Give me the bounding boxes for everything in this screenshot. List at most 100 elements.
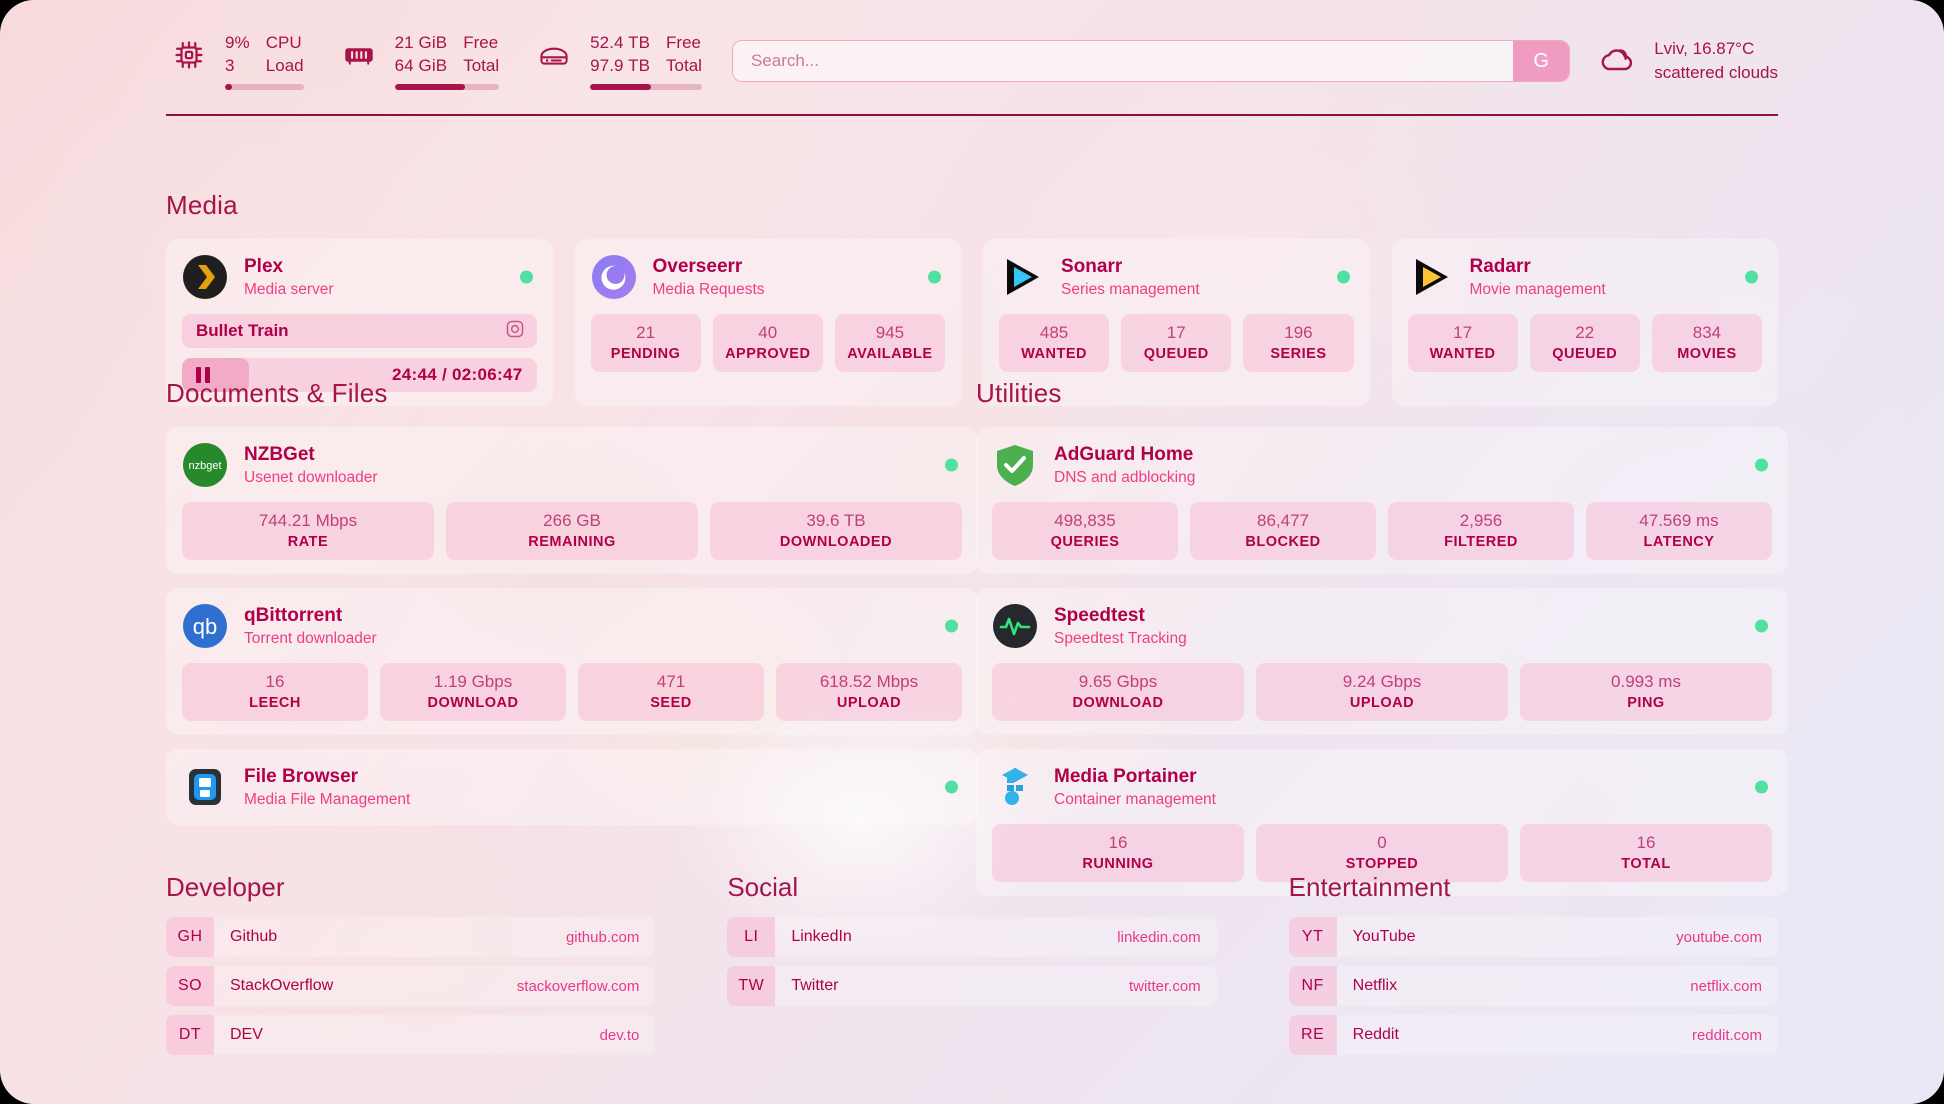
documents-section: Documents & Files nzbget NZBGet Usenet dow…: [166, 378, 978, 825]
stat-tile[interactable]: 0 STOPPED: [1256, 824, 1508, 882]
stat-label: TOTAL: [1621, 856, 1671, 872]
stat-tile[interactable]: 945 AVAILABLE: [834, 314, 946, 372]
memory-icon: [336, 32, 382, 78]
stat-tile[interactable]: 9.24 Gbps UPLOAD: [1256, 663, 1508, 721]
weather-widget[interactable]: Lviv, 16.87°C scattered clouds: [1594, 38, 1778, 84]
stat-tile[interactable]: 744.21 Mbps RATE: [182, 502, 434, 560]
stat-tile[interactable]: 86,477 BLOCKED: [1190, 502, 1376, 560]
app-description: DNS and adblocking: [1054, 469, 1196, 486]
bookmark-url: twitter.com: [1128, 977, 1201, 995]
sonarr-icon: [999, 254, 1045, 300]
stat-tile[interactable]: 17 QUEUED: [1121, 314, 1232, 372]
bookmark-item[interactable]: LI LinkedIn linkedin.com: [727, 917, 1217, 957]
stat-value: 2,956: [1459, 511, 1503, 530]
stat-label: QUEUED: [1143, 346, 1209, 362]
utilities-card-speedtest[interactable]: Speedtest Speedtest Tracking 9.65 Gbps DOWN…: [976, 588, 1788, 735]
app-description: Media File Management: [244, 791, 411, 808]
stat-tiles: 485 WANTED 17 QUEUED 196 SERIES: [999, 314, 1354, 372]
app-description: Media server: [244, 281, 334, 298]
card-header: AdGuard Home DNS and adblocking: [992, 441, 1772, 489]
utilities-card-media-portainer[interactable]: Media Portainer Container management 16 RUN…: [976, 749, 1788, 896]
stat-value: 0.993 ms: [1611, 672, 1681, 691]
stat-value: 16: [1108, 833, 1128, 852]
stat-tile[interactable]: 40 APPROVED: [712, 314, 823, 372]
stat-label: APPROVED: [725, 346, 811, 362]
bookmark-item[interactable]: RE Reddit reddit.com: [1288, 1015, 1778, 1055]
stat-label: QUERIES: [1050, 534, 1120, 550]
media-card-plex[interactable]: Plex Media server Bullet Train 24:44 / 02:0…: [166, 239, 553, 406]
stat-tile[interactable]: 16 RUNNING: [992, 824, 1244, 882]
adguard-icon: [992, 442, 1038, 488]
stat-label: DOWNLOAD: [1072, 695, 1164, 711]
bookmark-item[interactable]: GH Github github.com: [166, 917, 656, 957]
stat-tile[interactable]: 2,956 FILTERED: [1388, 502, 1574, 560]
stat-label: QUEUED: [1552, 346, 1618, 362]
stat-tile[interactable]: 22 QUEUED: [1529, 314, 1640, 372]
bookmark-abbr: SO: [166, 966, 214, 1006]
stat-tile[interactable]: 266 GB REMAINING: [446, 502, 698, 560]
resource-label-1: Load: [265, 56, 304, 75]
stat-tile[interactable]: 485 WANTED: [999, 314, 1110, 372]
bookmark-item[interactable]: SO StackOverflow stackoverflow.com: [166, 966, 656, 1006]
resource-progress-fill: [225, 84, 233, 90]
stat-tile[interactable]: 47.569 ms LATENCY: [1586, 502, 1772, 560]
pause-icon[interactable]: [196, 367, 210, 383]
stat-tile[interactable]: 834 MOVIES: [1651, 314, 1763, 372]
stat-value: 834: [1692, 323, 1722, 342]
resource-values: 9% 3: [225, 32, 250, 77]
app-name: AdGuard Home: [1054, 444, 1194, 465]
now-playing-progress-fill: [182, 358, 250, 392]
bookmark-item[interactable]: YT YouTube youtube.com: [1288, 917, 1778, 957]
search-bar[interactable]: G: [731, 40, 1571, 82]
status-indicator-online: [1755, 619, 1768, 633]
documents-card-nzbget[interactable]: nzbget NZBGet Usenet downloader 744.21 Mbps…: [166, 427, 978, 574]
bookmark-url: netflix.com: [1690, 977, 1762, 995]
utilities-section-title: Utilities: [976, 378, 1062, 408]
stat-tile[interactable]: 16 LEECH: [182, 663, 368, 721]
stat-tile[interactable]: 0.993 ms PING: [1520, 663, 1772, 721]
media-card-radarr[interactable]: Radarr Movie management 17 WANTED 22 QUEUED 83…: [1391, 239, 1778, 406]
app-name: qBittorrent: [244, 605, 343, 626]
documents-card-file-browser[interactable]: File Browser Media File Management: [166, 749, 978, 825]
stat-tile[interactable]: 471 SEED: [578, 663, 764, 721]
documents-card-qbittorrent[interactable]: qb qBittorrent Torrent downloader 16 LEECH 1.…: [166, 588, 978, 735]
stat-label: DOWNLOAD: [427, 695, 519, 711]
stat-tile[interactable]: 1.19 Gbps DOWNLOAD: [380, 663, 566, 721]
now-playing-progress[interactable]: 24:44 / 02:06:47: [182, 358, 537, 392]
stat-tile[interactable]: 16 TOTAL: [1520, 824, 1772, 882]
stat-tile[interactable]: 498,835 QUERIES: [992, 502, 1178, 560]
search-input[interactable]: [732, 41, 1514, 81]
stat-label: LEECH: [249, 695, 301, 711]
stat-tile[interactable]: 196 SERIES: [1243, 314, 1354, 372]
bookmark-name: Reddit: [1352, 1026, 1399, 1043]
media-card-overseerr[interactable]: Overseerr Media Requests 21 PENDING 40 APPROV…: [574, 239, 961, 406]
stat-tiles: 744.21 Mbps RATE 266 GB REMAINING 39.6 TB DOW…: [182, 502, 962, 560]
stat-tile[interactable]: 39.6 TB DOWNLOADED: [710, 502, 962, 560]
bookmark-abbr: YT: [1288, 917, 1337, 957]
stat-label: REMAINING: [528, 534, 616, 550]
status-indicator-online: [1755, 780, 1768, 794]
search-submit-button[interactable]: G: [1513, 41, 1570, 81]
bookmark-url: linkedin.com: [1117, 928, 1201, 946]
nzbget-icon: nzbget: [182, 442, 228, 488]
bookmark-url: github.com: [565, 928, 640, 946]
stat-value: 40: [758, 323, 778, 342]
stat-value: 86,477: [1257, 511, 1309, 530]
stat-label: SEED: [650, 695, 692, 711]
stat-tile[interactable]: 618.52 Mbps UPLOAD: [776, 663, 962, 721]
bookmark-name: Github: [230, 928, 278, 945]
stat-tile[interactable]: 17 WANTED: [1407, 314, 1518, 372]
resource-label-1: Total: [463, 56, 500, 75]
camera-icon: [505, 319, 525, 344]
stat-value: 618.52 Mbps: [819, 672, 919, 691]
stat-value: 21: [636, 323, 656, 342]
utilities-card-adguard-home[interactable]: AdGuard Home DNS and adblocking 498,835 QUE…: [976, 427, 1788, 574]
stat-tile[interactable]: 21 PENDING: [590, 314, 701, 372]
bookmark-item[interactable]: DT DEV dev.to: [166, 1015, 656, 1055]
stat-tile[interactable]: 9.65 Gbps DOWNLOAD: [992, 663, 1244, 721]
bookmark-item[interactable]: TW Twitter twitter.com: [727, 966, 1217, 1006]
utilities-section: Utilities AdGuard Home DNS and adblocking…: [976, 378, 1788, 896]
bookmark-item[interactable]: NF Netflix netflix.com: [1288, 966, 1778, 1006]
resource-label-0: Free: [666, 33, 702, 52]
media-card-sonarr[interactable]: Sonarr Series management 485 WANTED 17 QUEUED…: [983, 239, 1370, 406]
